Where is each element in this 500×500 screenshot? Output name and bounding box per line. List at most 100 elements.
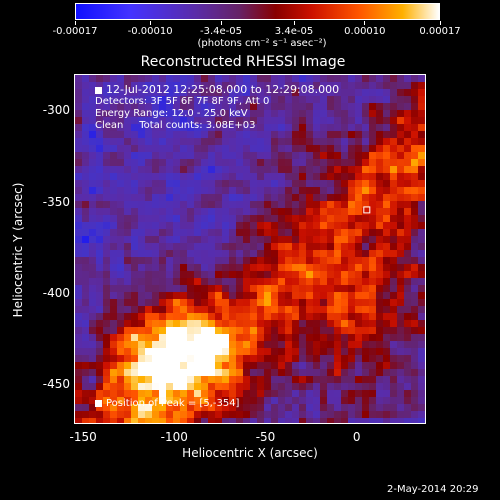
heatmap-cell (404, 397, 412, 405)
colorbar-tick (364, 21, 366, 25)
heatmap-cell (117, 96, 125, 104)
heatmap-cell (334, 411, 342, 419)
heatmap-cell (124, 152, 132, 160)
heatmap-cell (327, 341, 335, 349)
heatmap-cell (404, 369, 412, 377)
heatmap-cell (327, 243, 335, 251)
heatmap-cell (411, 117, 419, 125)
heatmap-cell (313, 313, 321, 321)
heatmap-cell (292, 327, 300, 335)
heatmap-cell (75, 201, 83, 209)
heatmap-cell (292, 348, 300, 356)
heatmap-cell (271, 397, 279, 405)
heatmap-cell (201, 313, 209, 321)
heatmap-cell (383, 103, 391, 111)
heatmap-cell (355, 159, 363, 167)
heatmap-cell (82, 236, 90, 244)
heatmap-cell (236, 348, 244, 356)
heatmap-cell (194, 250, 202, 258)
heatmap-cell (131, 306, 139, 314)
heatmap-cell (404, 313, 412, 321)
heatmap-image (75, 75, 425, 423)
heatmap-cell (306, 110, 314, 118)
heatmap-cell (159, 397, 167, 405)
heatmap-cell (208, 334, 216, 342)
heatmap-cell (292, 201, 300, 209)
heatmap-cell (390, 292, 398, 300)
heatmap-cell (173, 180, 181, 188)
heatmap-cell (299, 418, 307, 423)
heatmap-cell (229, 96, 237, 104)
heatmap-cell (194, 124, 202, 132)
heatmap-cell (397, 320, 405, 328)
heatmap-cell (110, 166, 118, 174)
heatmap-cell (173, 327, 181, 335)
heatmap-cell (124, 208, 132, 216)
heatmap-cell (313, 236, 321, 244)
heatmap-cell (236, 75, 244, 83)
heatmap-cell (75, 264, 83, 272)
heatmap-cell (250, 75, 258, 83)
heatmap-cell (145, 173, 153, 181)
heatmap-cell (208, 89, 216, 97)
heatmap-cell (250, 82, 258, 90)
heatmap-cell (327, 173, 335, 181)
heatmap-cell (166, 124, 174, 132)
heatmap-cell (131, 236, 139, 244)
heatmap-cell (187, 264, 195, 272)
heatmap-cell (383, 243, 391, 251)
heatmap-cell (376, 341, 384, 349)
heatmap-cell (110, 194, 118, 202)
heatmap-cell (369, 166, 377, 174)
heatmap-cell (313, 110, 321, 118)
heatmap-cell (166, 327, 174, 335)
heatmap-cell (110, 180, 118, 188)
heatmap-cell (173, 89, 181, 97)
heatmap-cell (75, 229, 83, 237)
heatmap-cell (159, 243, 167, 251)
heatmap-cell (327, 236, 335, 244)
heatmap-cell (313, 243, 321, 251)
heatmap-cell (180, 355, 188, 363)
heatmap-cell (390, 320, 398, 328)
heatmap-cell (236, 96, 244, 104)
heatmap-cell (355, 152, 363, 160)
heatmap-cell (306, 96, 314, 104)
heatmap-cell (96, 166, 104, 174)
heatmap-cell (334, 117, 342, 125)
heatmap-cell (96, 348, 104, 356)
heatmap-cell (75, 348, 83, 356)
heatmap-cell (166, 271, 174, 279)
heatmap-cell (159, 82, 167, 90)
heatmap-cell (362, 418, 370, 423)
heatmap-cell (152, 355, 160, 363)
heatmap-cell (383, 327, 391, 335)
heatmap-cell (404, 327, 412, 335)
heatmap-cell (75, 75, 83, 83)
heatmap-cell (180, 131, 188, 139)
heatmap-cell (383, 138, 391, 146)
heatmap-cell (411, 243, 419, 251)
heatmap-cell (397, 250, 405, 258)
heatmap-cell (313, 138, 321, 146)
heatmap-cell (320, 208, 328, 216)
heatmap-cell (89, 397, 97, 405)
heatmap-cell (278, 138, 286, 146)
heatmap-cell (292, 355, 300, 363)
heatmap-cell (243, 306, 251, 314)
heatmap-cell (355, 418, 363, 423)
heatmap-cell (110, 173, 118, 181)
heatmap-cell (278, 236, 286, 244)
heatmap-cell (348, 278, 356, 286)
heatmap-cell (89, 89, 97, 97)
heatmap-cell (306, 243, 314, 251)
heatmap-cell (348, 215, 356, 223)
heatmap-cell (313, 404, 321, 412)
heatmap-cell (306, 201, 314, 209)
heatmap-cell (313, 264, 321, 272)
heatmap-cell (96, 159, 104, 167)
heatmap-cell (334, 208, 342, 216)
heatmap-cell (166, 313, 174, 321)
heatmap-cell (313, 215, 321, 223)
heatmap-cell (327, 383, 335, 391)
